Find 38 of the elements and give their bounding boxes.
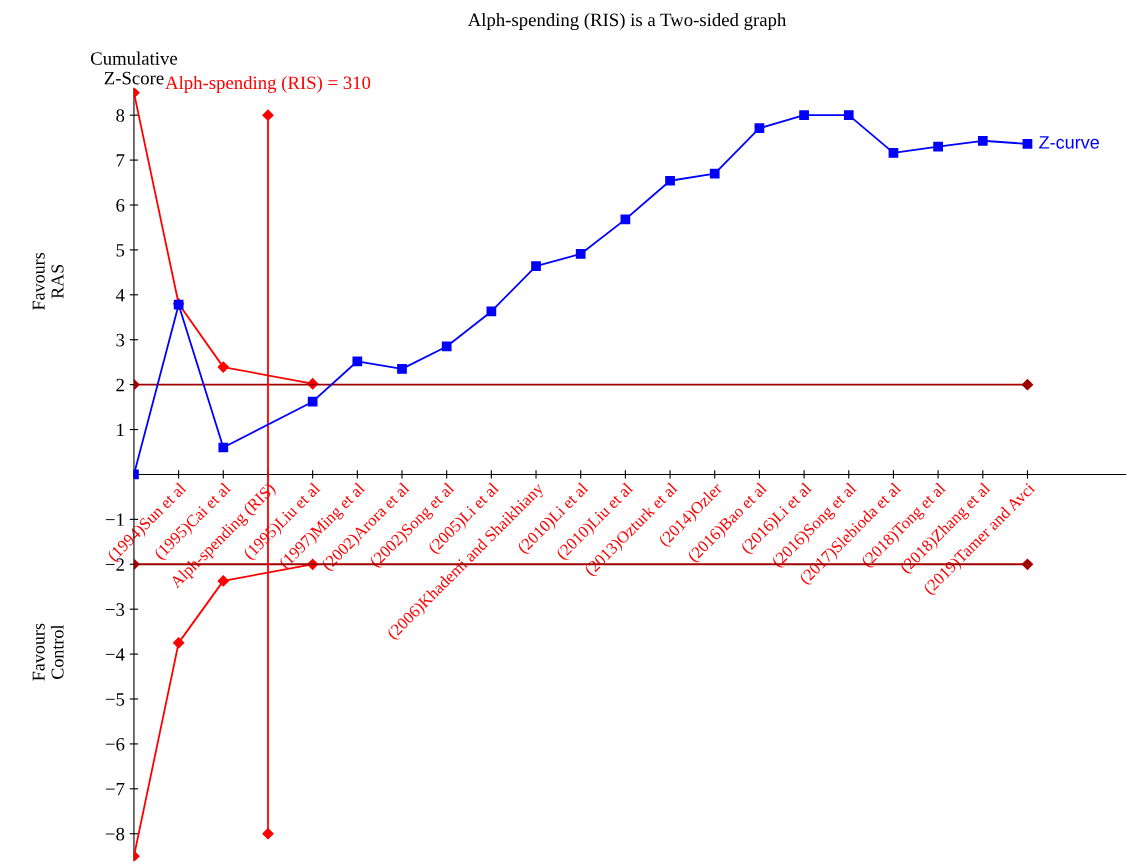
chart-title: Alph-spending (RIS) is a Two-sided graph — [467, 12, 787, 31]
y-tick-label: −7 — [105, 783, 125, 796]
y-tick-label: 7 — [116, 154, 125, 167]
point — [1022, 139, 1033, 149]
point — [754, 123, 765, 134]
point — [709, 168, 720, 179]
point — [888, 148, 899, 158]
point — [933, 141, 943, 152]
y-tick-label: 8 — [116, 109, 125, 122]
y-tick-label: 2 — [116, 378, 124, 392]
y-tick-label: −8 — [105, 827, 125, 841]
y-tick-label: −6 — [105, 738, 125, 751]
y-tick-label: −3 — [105, 603, 125, 616]
point — [486, 306, 497, 317]
y-tick-label: 1 — [117, 423, 124, 437]
point — [218, 442, 229, 453]
text: Favours RAS — [32, 252, 64, 310]
point — [397, 364, 407, 374]
y-tick-label: 5 — [116, 244, 125, 257]
y-tick-label: −5 — [105, 693, 125, 706]
point — [352, 356, 363, 367]
y-tick-label: 6 — [116, 199, 125, 212]
point — [575, 249, 586, 259]
point — [531, 261, 541, 271]
point — [665, 175, 675, 186]
point — [977, 135, 988, 146]
y-tick-label: 3 — [116, 333, 125, 347]
point — [799, 110, 809, 121]
point — [441, 341, 452, 352]
y-tick-label: 4 — [115, 288, 125, 302]
point — [217, 361, 229, 373]
point — [173, 637, 185, 649]
point — [843, 110, 854, 121]
point — [307, 396, 318, 407]
y-tick-label: −4 — [105, 648, 125, 661]
text: Favours Control — [32, 623, 64, 681]
annotation: Alph-spending (RIS) = 310 — [165, 75, 371, 93]
series-label: Z-curve — [1039, 136, 1099, 149]
